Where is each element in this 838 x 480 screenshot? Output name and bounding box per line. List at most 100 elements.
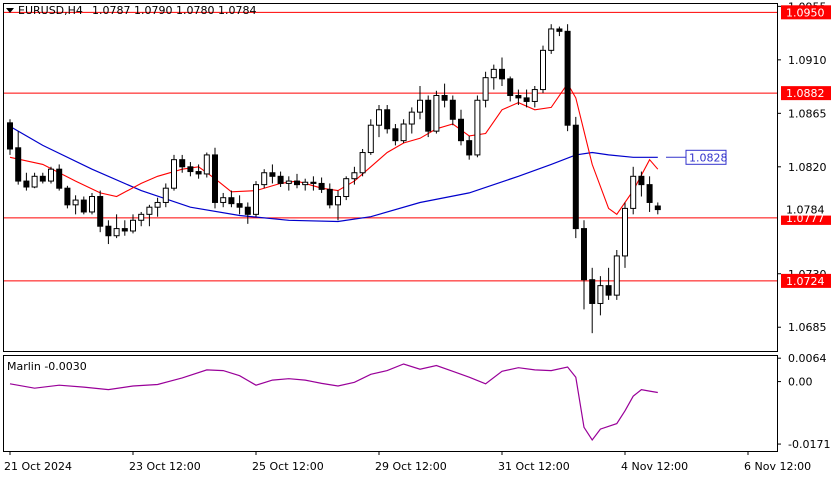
candle: [105, 220, 112, 245]
oscillator-label: Marlin -0.0030: [7, 360, 87, 373]
candle-body-bull: [408, 111, 415, 125]
candle: [499, 57, 505, 86]
candle: [302, 178, 309, 191]
fast-moving-average-line: [9, 82, 659, 216]
candle-body-bear: [97, 196, 104, 227]
candle: [244, 202, 251, 224]
candle-body-bull: [531, 89, 538, 102]
candle: [622, 202, 628, 268]
candle-body-bull: [482, 77, 489, 101]
candle-body-bull: [261, 172, 268, 186]
candle: [425, 95, 432, 138]
time-tick-label: 25 Oct 12:00: [252, 460, 324, 473]
candle-body-bear: [318, 182, 325, 190]
candle: [564, 24, 571, 132]
candle-body-bull: [154, 201, 161, 208]
candle-body-bull: [622, 207, 628, 257]
candle: [523, 89, 530, 108]
candle-body-bear: [187, 166, 194, 173]
candle: [507, 76, 514, 102]
candle: [531, 85, 538, 108]
candle-body-bear: [105, 225, 112, 237]
candle-body-bear: [195, 171, 202, 175]
candle-body-bear: [15, 147, 22, 182]
candle-body-bear: [310, 181, 317, 184]
candle-body-bear: [654, 205, 661, 211]
candle: [212, 147, 218, 209]
time-tick-label: 29 Oct 12:00: [375, 460, 447, 473]
candle: [572, 116, 579, 239]
candle: [7, 119, 13, 155]
candle: [236, 195, 243, 215]
ma-value-label-text: 1.0828: [689, 151, 728, 164]
candle-body-bull: [540, 49, 546, 91]
candle: [367, 119, 374, 155]
candle-body-bull: [474, 99, 481, 156]
candle: [179, 154, 186, 173]
candle-body-bear: [392, 128, 399, 142]
candle-body-bear: [556, 28, 563, 32]
candle: [392, 124, 399, 146]
time-tick-label: 4 Nov 12:00: [621, 460, 688, 473]
candle: [138, 211, 145, 227]
candle-body-bull: [367, 124, 374, 154]
candle: [326, 183, 333, 209]
candle-body-bear: [581, 228, 587, 281]
candle-body-bear: [23, 180, 30, 188]
candle: [269, 164, 276, 184]
candle-body-bear: [507, 78, 514, 97]
candle-body-bear: [7, 122, 13, 150]
time-axis[interactable]: 21 Oct 2024 23 Oct 12:00 25 Oct 12:00 29 Oc…: [4, 451, 811, 473]
price-tick-label: 1.0865: [788, 107, 827, 120]
candle-body-bull: [89, 196, 95, 213]
candle: [72, 195, 79, 215]
candle: [630, 166, 637, 215]
candle-body-bear: [441, 95, 448, 101]
level-price-label-box: [781, 273, 831, 288]
main-plot-frame: [3, 3, 778, 352]
candle-body-bull: [548, 28, 555, 51]
ma-value-label-box: [685, 149, 727, 165]
candle: [384, 105, 391, 134]
candle: [433, 90, 440, 134]
candle-body-bull: [359, 152, 366, 174]
price-axis[interactable]: 1.09551.09101.08651.08201.07301.06851.09…: [777, 0, 831, 334]
candle-body-bear: [64, 187, 71, 206]
candle-body-bull: [613, 255, 620, 296]
candle-body-bull: [220, 197, 227, 203]
candle-body-bull: [130, 219, 136, 232]
candle-body-bear: [589, 279, 596, 304]
price-tick-label: 1.0910: [788, 54, 827, 67]
candle-body-bear: [515, 95, 522, 99]
symbol-label: EURUSD,H4: [18, 4, 83, 17]
candle: [400, 119, 407, 144]
level-price-label-text: 1.0724: [786, 275, 825, 288]
candle: [654, 202, 661, 215]
oscillator-tick-label: 0.0064: [788, 352, 827, 365]
candle: [449, 95, 456, 126]
candle-body-bull: [138, 213, 145, 221]
candle-body-bear: [458, 118, 464, 142]
candle-body-bull: [203, 154, 210, 175]
candle-body-bear: [466, 140, 473, 156]
candle-body-bear: [523, 97, 530, 102]
time-tick-label: 6 Nov 12:00: [744, 460, 811, 473]
candle-body-bull: [31, 175, 38, 188]
ma-value-label: 1.0828: [685, 149, 728, 165]
candle: [335, 190, 341, 221]
candle: [589, 267, 596, 334]
candle: [277, 171, 284, 188]
candle-body-bull: [113, 228, 120, 237]
candle-body-bull: [433, 95, 440, 132]
candle: [351, 166, 358, 185]
oscillator-tick-label: -0.0171: [788, 438, 830, 451]
candle: [458, 109, 464, 146]
candle: [56, 164, 63, 191]
candle: [548, 24, 555, 54]
dropdown-triangle-icon[interactable]: [6, 8, 14, 13]
oscillator-frame: [3, 355, 778, 452]
candle: [195, 164, 202, 179]
candle-body-bear: [39, 175, 46, 182]
